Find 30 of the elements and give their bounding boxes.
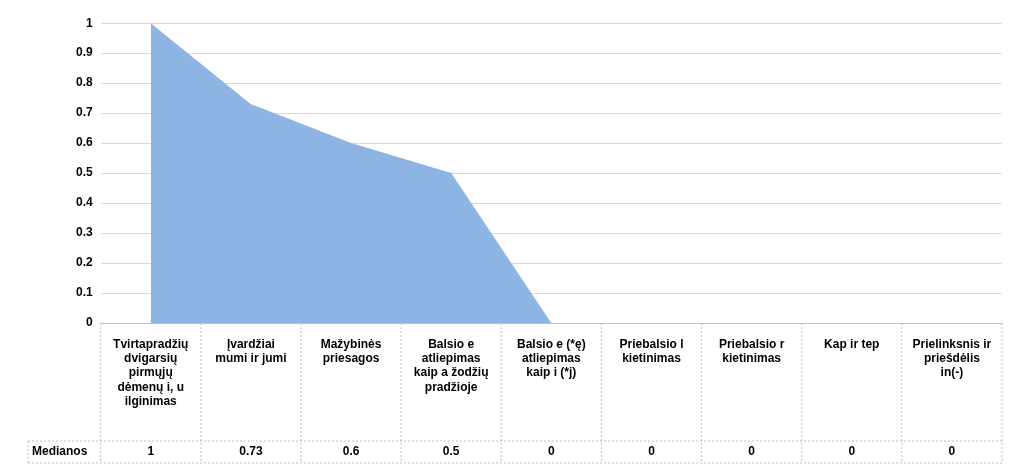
x-tick-label: Kap ir tep: [824, 336, 880, 351]
data-label: 0.73: [239, 444, 263, 459]
x-tick-label: Priebalsio r kietinimas: [718, 336, 785, 365]
y-tick-label: 0.2: [75, 255, 93, 270]
y-tick-label: 0: [85, 315, 93, 330]
data-label: 0: [948, 444, 956, 459]
data-label: 0: [548, 444, 555, 459]
y-tick-label: 0.8: [75, 75, 93, 90]
data-label: 0: [748, 444, 756, 459]
data-label: 0: [848, 444, 856, 459]
y-tick-label: 0.6: [75, 135, 93, 150]
y-tick-label: 0.3: [75, 225, 93, 240]
data-label: 1: [147, 444, 155, 459]
y-tick-label: 0.9: [75, 45, 93, 60]
x-tick-label: Įvardžiai mumi ir jumi: [215, 336, 287, 365]
data-label: 0.6: [342, 444, 360, 459]
data-label: 0: [648, 444, 656, 459]
x-tick-label: Priebalsio l kietinimas: [619, 336, 684, 365]
x-tick-label: Tvirtapradžių dvigarsių pirmųjų dėmenų i, u ilginimas: [113, 336, 189, 409]
y-tick-label: 0.7: [75, 105, 93, 120]
x-tick-label: Balsio e atliepimas kaip a žodžių pradžioje: [413, 336, 489, 394]
y-tick-label: 0.1: [75, 285, 93, 300]
y-tick-label: 0.5: [75, 165, 93, 180]
y-tick-label: 0.4: [75, 195, 93, 210]
y-tick-label: 1: [85, 15, 93, 30]
x-tick-label: Prielinksnis ir priešdėlis in(-): [912, 336, 992, 380]
data-label: 0.5: [442, 444, 460, 459]
x-tick-label: Balsio e (*ę) atliepimas kaip i (*j): [516, 336, 586, 380]
x-tick-label: Mažybinės priesagos: [320, 336, 382, 365]
text: Medianos: [32, 444, 88, 459]
